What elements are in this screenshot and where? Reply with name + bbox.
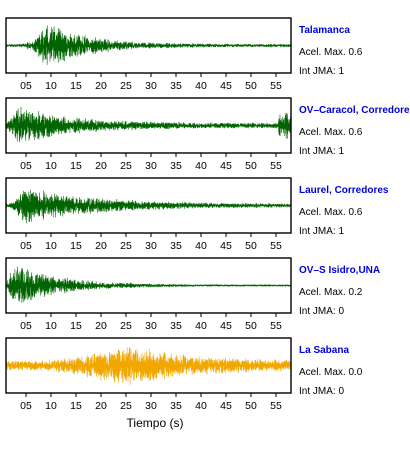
waveform-trace [6,347,291,385]
x-tick-label: 50 [245,320,257,332]
x-tick-label: 40 [195,240,207,252]
waveform-trace [6,106,291,143]
panel-frame [5,257,292,314]
panel-frame [5,177,292,234]
x-tick-label: 20 [95,240,107,252]
x-tick-label: 50 [245,400,257,412]
x-tick-label: 30 [145,80,157,92]
int-jma-text: Int JMA: 0 [299,306,344,317]
x-tick-label: 55 [270,240,282,252]
x-tick-label: 05 [20,80,32,92]
waveform-trace [6,189,291,224]
x-tick-label: 15 [70,80,82,92]
x-tick-label: 25 [120,320,132,332]
waveform-trace [6,25,291,65]
panel-frame [5,17,292,74]
x-tick-label: 45 [220,400,232,412]
x-tick-label: 30 [145,160,157,172]
x-tick-label: 55 [270,400,282,412]
x-tick-label: 45 [220,240,232,252]
x-tick-label: 50 [245,80,257,92]
x-tick-label: 30 [145,320,157,332]
x-tick-label: 40 [195,80,207,92]
station-name: Laurel, Corredores [299,185,389,196]
acel-max-text: Acel. Max. 0.6 [299,127,363,138]
acel-max-text: Acel. Max. 0.0 [299,367,363,378]
station-name: OV–S Isidro,UNA [299,265,380,276]
x-tick-label: 25 [120,400,132,412]
x-tick-label: 05 [20,240,32,252]
x-tick-label: 10 [45,160,57,172]
x-tick-label: 20 [95,80,107,92]
acel-max-text: Acel. Max. 0.2 [299,287,363,298]
int-jma-text: Int JMA: 1 [299,146,344,157]
x-tick-label: 15 [70,400,82,412]
station-name: Talamanca [299,25,350,36]
x-tick-label: 30 [145,240,157,252]
station-name: OV–Caracol, Corredore [299,105,410,116]
x-tick-label: 05 [20,160,32,172]
x-tick-label: 50 [245,160,257,172]
x-tick-label: 10 [45,400,57,412]
x-tick-label: 40 [195,160,207,172]
x-tick-label: 20 [95,160,107,172]
x-tick-label: 45 [220,320,232,332]
acel-max-text: Acel. Max. 0.6 [299,47,363,58]
x-tick-label: 55 [270,320,282,332]
x-tick-label: 55 [270,80,282,92]
x-tick-label: 45 [220,160,232,172]
x-tick-label: 15 [70,160,82,172]
panels-layer: 05 10 15 20 25 30 35 40 45 50 55 Talamanca Acel. Max… [5,17,410,412]
x-tick-label: 10 [45,320,57,332]
x-tick-label: 35 [170,240,182,252]
x-tick-label: 25 [120,80,132,92]
x-tick-label: 30 [145,400,157,412]
station-name: La Sabana [299,345,349,356]
int-jma-text: Int JMA: 0 [299,386,344,397]
x-axis-title: Tiempo (s) [127,416,184,430]
x-tick-label: 20 [95,320,107,332]
x-tick-label: 25 [120,160,132,172]
x-tick-label: 45 [220,80,232,92]
x-tick-label: 40 [195,400,207,412]
waveform-trace [6,266,291,303]
int-jma-text: Int JMA: 1 [299,226,344,237]
panel-frame [5,337,292,394]
x-tick-label: 35 [170,160,182,172]
x-tick-label: 15 [70,320,82,332]
x-tick-label: 35 [170,400,182,412]
panel-frame [5,97,292,154]
x-tick-label: 20 [95,400,107,412]
x-tick-label: 40 [195,320,207,332]
x-tick-label: 10 [45,240,57,252]
x-tick-label: 25 [120,240,132,252]
x-tick-label: 55 [270,160,282,172]
x-tick-label: 15 [70,240,82,252]
int-jma-text: Int JMA: 1 [299,66,344,77]
x-tick-label: 35 [170,320,182,332]
x-tick-label: 50 [245,240,257,252]
x-tick-label: 05 [20,400,32,412]
x-tick-label: 35 [170,80,182,92]
acel-max-text: Acel. Max. 0.6 [299,207,363,218]
x-tick-label: 05 [20,320,32,332]
x-tick-label: 10 [45,80,57,92]
